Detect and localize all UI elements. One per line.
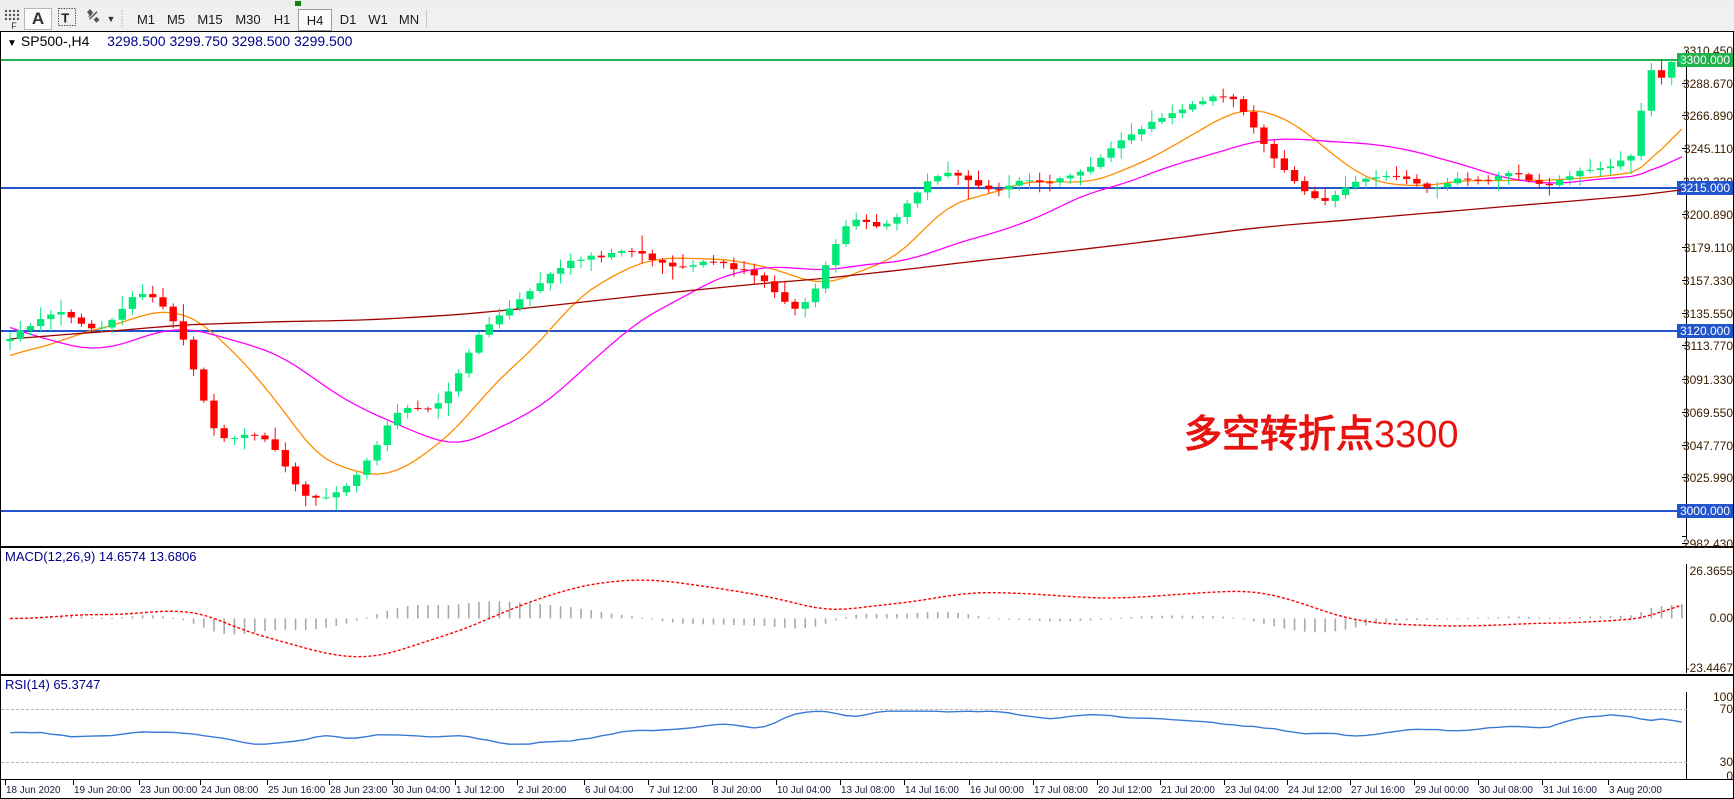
svg-text:F: F [11, 21, 17, 30]
svg-text:T: T [61, 11, 69, 26]
